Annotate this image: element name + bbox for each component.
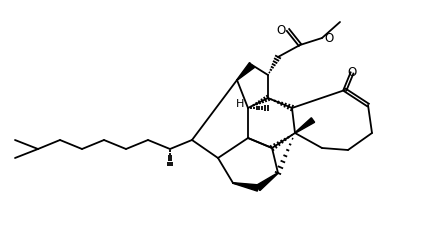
Polygon shape [233, 183, 258, 191]
Text: O: O [347, 67, 357, 80]
Polygon shape [237, 63, 254, 80]
Text: O: O [276, 24, 286, 37]
Polygon shape [256, 173, 278, 190]
Polygon shape [295, 118, 314, 133]
Text: H: H [236, 99, 244, 109]
Text: O: O [324, 31, 334, 45]
